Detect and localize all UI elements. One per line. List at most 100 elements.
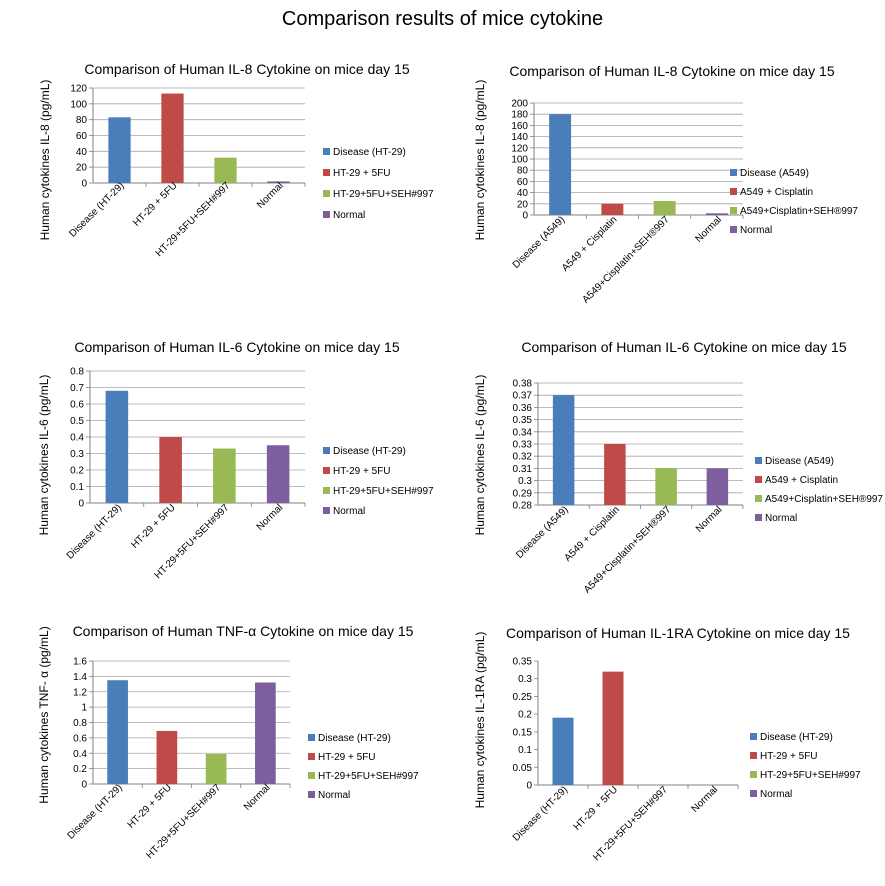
legend-swatch-3 (730, 207, 737, 214)
y-axis-label: Human cytokines IL-1RA (pg/mL) (473, 632, 487, 809)
y-tick-label: 40 (76, 147, 88, 158)
y-tick-label: 0.4 (70, 433, 84, 444)
y-tick-label: 1.2 (73, 687, 87, 698)
legend-swatch-1 (323, 148, 330, 155)
legend-swatch-2 (755, 476, 762, 483)
legend-swatch-4 (750, 790, 757, 797)
y-tick-label: 120 (511, 143, 528, 154)
legend-swatch-1 (308, 734, 315, 741)
category-label: A549 + Cisplatin (560, 214, 619, 273)
legend-entry: Normal (318, 790, 350, 801)
y-tick-label: 20 (76, 163, 88, 174)
y-tick-label: 0.7 (70, 383, 84, 394)
y-tick-label: 1.6 (73, 657, 87, 668)
legend-entry: HT-29+5FU+SEH#997 (333, 189, 434, 200)
category-label: Normal (690, 784, 721, 815)
bar-4 (266, 445, 290, 503)
legend-entry: A549+Cisplatin+SEH®997 (740, 206, 858, 217)
legend-entry: Disease (HT-29) (333, 446, 406, 457)
y-tick-label: 200 (511, 99, 528, 110)
bar-3 (653, 201, 676, 215)
y-tick-label: 0.8 (70, 367, 84, 378)
legend-entry: A549 + Cisplatin (765, 475, 838, 486)
chart-title: Comparison of Human IL-8 Cytokine on mic… (84, 61, 409, 77)
legend-entry: A549 + Cisplatin (740, 187, 813, 198)
category-label: Disease (A549) (514, 504, 571, 561)
legend-swatch-4 (308, 791, 315, 798)
y-tick-label: 100 (70, 99, 87, 110)
y-tick-label: 80 (76, 115, 88, 126)
bar-1 (552, 717, 574, 785)
bar-1 (107, 680, 128, 784)
bar-3 (213, 448, 236, 503)
category-label: A549+Cisplatin+SEH®997 (582, 504, 674, 596)
bar-2 (604, 444, 626, 505)
legend-swatch-1 (323, 447, 330, 454)
legend-entry: HT-29+5FU+SEH#997 (318, 771, 419, 782)
category-label: HT-29 + 5FU (131, 180, 179, 228)
y-tick-label: 0.34 (513, 427, 533, 438)
legend-entry: Disease (A549) (765, 456, 834, 467)
y-tick-label: 0.3 (518, 476, 532, 487)
category-label: Normal (255, 180, 286, 211)
category-label: HT-29 + 5FU (129, 502, 177, 550)
category-label: Disease (HT-29) (65, 502, 124, 561)
bar-3 (655, 468, 677, 505)
legend-swatch-4 (323, 211, 330, 218)
y-tick-label: 0.38 (513, 379, 533, 390)
y-tick-label: 0.36 (513, 403, 533, 414)
y-tick-label: 1 (81, 703, 87, 714)
chart-title: Comparison of Human IL-1RA Cytokine on m… (506, 625, 850, 641)
y-tick-label: 160 (511, 121, 528, 132)
bar-4 (705, 213, 728, 215)
y-tick-label: 60 (76, 131, 88, 142)
legend-swatch-2 (308, 753, 315, 760)
legend-swatch-1 (750, 733, 757, 740)
y-tick-label: 0.1 (518, 745, 532, 756)
y-axis-label: Human cytokines IL-6 (pg/mL) (37, 375, 51, 536)
y-tick-label: 100 (511, 155, 528, 166)
legend-entry: Disease (HT-29) (318, 733, 391, 744)
y-tick-label: 0.5 (70, 416, 84, 427)
legend-entry: Normal (760, 789, 792, 800)
y-tick-label: 0.4 (73, 749, 87, 760)
chart-title: Comparison of Human IL-6 Cytokine on mic… (74, 339, 399, 355)
legend-entry: HT-29 + 5FU (333, 168, 391, 179)
bar-1 (549, 114, 572, 215)
category-label: A549 + Cisplatin (563, 504, 622, 563)
legend-swatch-1 (730, 169, 737, 176)
y-tick-label: 0 (526, 781, 532, 792)
figure-title: Comparison results of mice cytokine (281, 8, 604, 30)
legend-entry: A549+Cisplatin+SEH®997 (765, 494, 883, 505)
y-axis-label: Human cytokines IL-6 (pg/mL) (473, 375, 487, 536)
legend-entry: HT-29+5FU+SEH#997 (333, 486, 434, 497)
category-label: Disease (HT-29) (65, 782, 124, 841)
legend-entry: Disease (HT-29) (760, 732, 833, 743)
y-tick-label: 0.28 (513, 501, 533, 512)
y-tick-label: 0 (81, 780, 87, 791)
y-tick-label: 0.8 (73, 718, 87, 729)
y-tick-label: 0.1 (70, 482, 84, 493)
y-axis-label: Human cytokines TNF- α (pg/mL) (37, 626, 51, 803)
y-tick-label: 0.2 (518, 710, 532, 721)
legend-swatch-4 (323, 507, 330, 514)
bar-3 (205, 754, 227, 784)
y-tick-label: 1.4 (73, 672, 87, 683)
legend-swatch-3 (323, 190, 330, 197)
y-axis-label: Human cytokines IL-8 (pg/mL) (473, 80, 487, 241)
chart-title: Comparison of Human IL-6 Cytokine on mic… (521, 339, 846, 355)
bar-2 (161, 93, 184, 183)
y-tick-label: 0.6 (73, 733, 87, 744)
bar-3 (214, 157, 237, 183)
legend-swatch-1 (755, 457, 762, 464)
y-tick-label: 40 (517, 188, 529, 199)
legend-swatch-2 (750, 752, 757, 759)
category-label: Normal (693, 214, 724, 245)
category-label: HT-29 + 5FU (126, 782, 174, 830)
legend-entry: Disease (HT-29) (333, 147, 406, 158)
legend-swatch-3 (308, 772, 315, 779)
y-tick-label: 120 (70, 84, 87, 95)
y-axis-label: Human cytokines IL-8 (pg/mL) (38, 80, 52, 241)
legend-entry: Normal (765, 513, 797, 524)
